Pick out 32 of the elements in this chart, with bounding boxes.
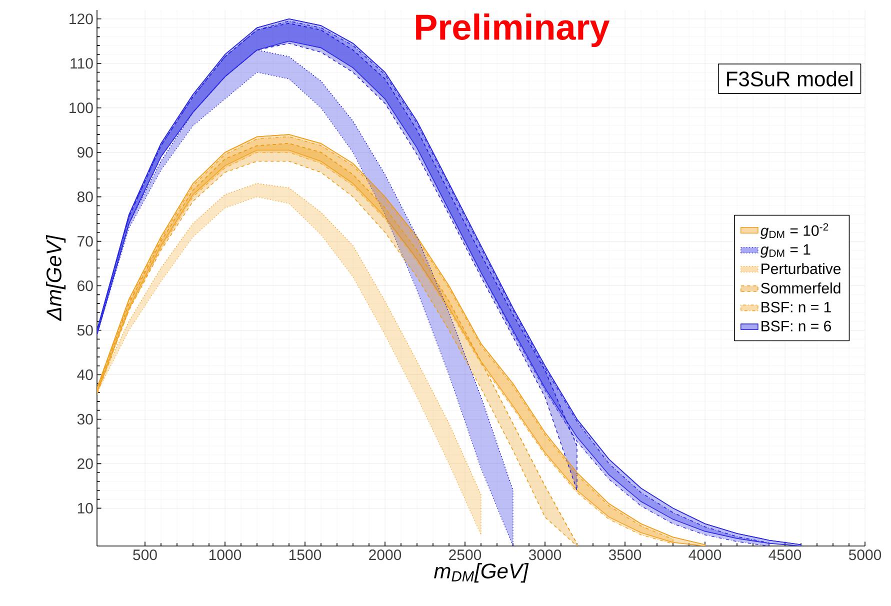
y-axis-title: Δm[GeV] [46,234,66,322]
x-tick-label: 3000 [528,550,562,560]
legend-label: BSF: n = 1 [762,302,831,312]
x-tick-label: 500 [133,550,157,560]
y-tick-label: 80 [77,192,93,202]
y-tick-label: 110 [70,58,93,69]
y-tick-label: 90 [77,147,93,158]
y-tick-label: 120 [70,14,93,24]
y-tick-label: 10 [78,502,93,514]
x-axis-title: m$_{DM}$[GeV] [434,563,529,583]
legend-label: g$_{DM}$ = 1 [760,244,810,258]
annotation: Preliminary [416,14,610,48]
y-tick-label: 50 [77,324,93,336]
legend-label: g$_{DM}$ = 10$^{-2}$ [760,223,828,239]
legend-label: Sommerfeld [761,282,840,294]
y-tick-label: 70 [78,236,93,247]
x-tick-label: 5000 [848,550,882,560]
y-tick-label: 40 [77,369,93,380]
x-tick-label: 1500 [289,550,322,560]
legend-label: Perturbative [762,263,841,274]
y-tick-label: 100 [70,102,93,114]
y-tick-label: 30 [77,414,93,425]
legend-label: BSF: n = 6 [762,320,831,332]
x-tick-label: 2500 [449,550,482,560]
x-tick-label: 1000 [209,550,242,560]
y-tick-label: 20 [78,458,93,470]
x-tick-label: 3500 [608,550,642,560]
annotation: F3SuR model [727,71,852,86]
y-tick-label: 60 [78,280,93,292]
x-tick-label: 2000 [369,550,402,560]
x-tick-label: 4500 [768,550,802,560]
x-tick-label: 4000 [688,550,722,560]
